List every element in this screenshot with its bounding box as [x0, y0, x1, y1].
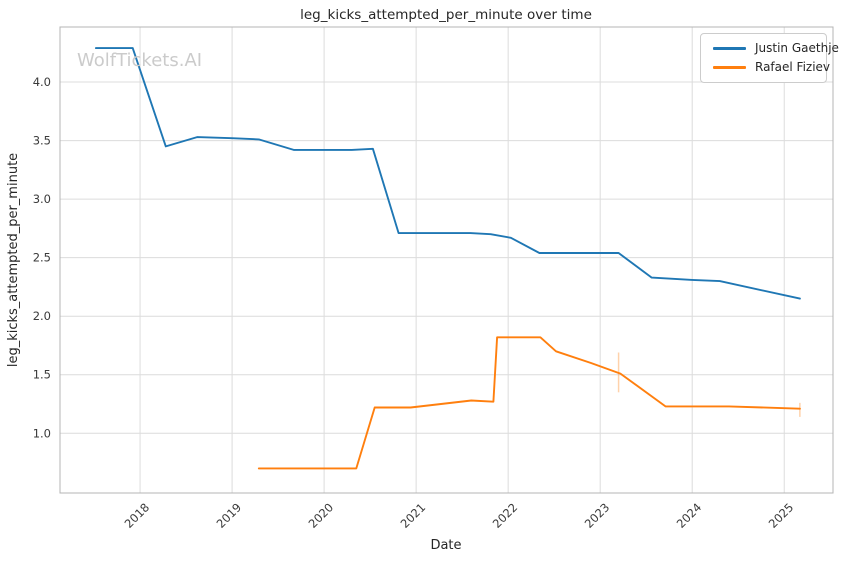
legend-item-rafael-fiziev: Rafael Fiziev	[713, 58, 830, 77]
x-tick-label: 2022	[490, 500, 521, 531]
y-axis-label: leg_kicks_attempted_per_minute	[6, 153, 21, 367]
series-layer	[94, 47, 801, 470]
x-tick-label: 2024	[674, 500, 705, 531]
y-tick-label: 1.0	[33, 426, 51, 440]
legend-line-icon	[713, 47, 746, 50]
legend-line-icon	[713, 66, 746, 69]
series-line-justin-gaethje	[94, 47, 801, 300]
x-tick-label: 2021	[398, 500, 429, 531]
series-line-rafael-fiziev	[257, 336, 801, 470]
y-tick-label: 2.5	[33, 251, 51, 265]
legend-label: Justin Gaethje	[755, 41, 839, 55]
x-tick-label: 2023	[582, 500, 613, 531]
plot-border	[59, 26, 834, 494]
x-tick-label: 2025	[766, 500, 797, 531]
y-tick-label: 4.0	[33, 75, 51, 89]
y-tick-label: 3.0	[33, 192, 51, 206]
legend-item-justin-gaethje: Justin Gaethje	[713, 39, 839, 58]
legend: Justin Gaethje Rafael Fiziev	[700, 33, 839, 83]
x-tick-label: 2020	[306, 500, 337, 531]
x-axis-label: Date	[430, 538, 461, 553]
x-tick-label: 2019	[214, 500, 245, 531]
x-tick-label: 2018	[122, 500, 153, 531]
y-tick-label: 3.5	[33, 134, 51, 148]
chart-title: leg_kicks_attempted_per_minute over time	[300, 7, 592, 23]
tick-layer: 2018 2019 2020 2021 2022 2023 2024 2025 1.0 1.5 2.…	[33, 75, 797, 531]
legend-label: Rafael Fiziev	[755, 60, 831, 74]
watermark: WolfTickets.AI	[77, 50, 202, 71]
grid-layer	[60, 27, 833, 493]
y-tick-label: 1.5	[33, 368, 51, 382]
y-tick-label: 2.0	[33, 309, 51, 323]
